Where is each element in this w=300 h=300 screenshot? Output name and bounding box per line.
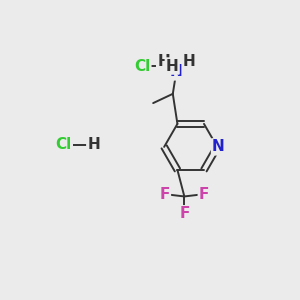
Text: N: N — [170, 64, 183, 80]
Text: H: H — [157, 54, 170, 69]
Text: F: F — [160, 187, 170, 202]
Text: H: H — [166, 58, 178, 74]
Text: H: H — [87, 137, 100, 152]
Text: Cl: Cl — [134, 58, 150, 74]
Text: H: H — [183, 54, 195, 69]
Text: F: F — [199, 187, 209, 202]
Text: Cl: Cl — [56, 137, 72, 152]
Text: F: F — [179, 206, 190, 221]
Text: N: N — [212, 140, 225, 154]
